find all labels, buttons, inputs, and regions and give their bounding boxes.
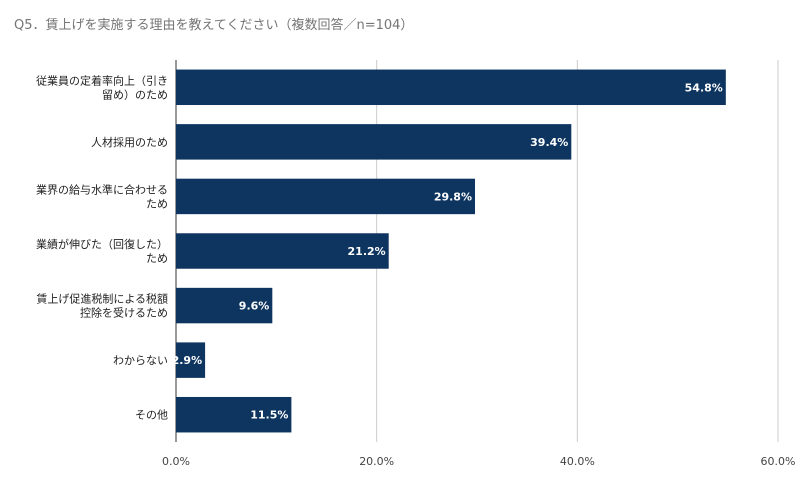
data-label: 29.8% xyxy=(434,190,472,203)
category-label: 業界の給与水準に合わせるため xyxy=(36,182,168,210)
x-tick-label: 20.0% xyxy=(359,455,394,468)
category-label: 賃上げ促進税制による税額控除を受けるため xyxy=(36,292,168,320)
bar xyxy=(176,178,475,215)
category-label: わからない xyxy=(113,354,168,367)
data-label: 2.9% xyxy=(172,354,203,367)
data-label: 21.2% xyxy=(348,245,386,258)
bar xyxy=(176,287,273,324)
x-tick-label: 0.0% xyxy=(162,455,190,468)
bar xyxy=(176,233,389,269)
x-tick-label: 40.0% xyxy=(560,455,595,468)
category-label: 人材採用のため xyxy=(91,135,168,149)
category-label: その他 xyxy=(135,409,168,422)
data-label: 11.5% xyxy=(250,409,288,422)
data-label: 9.6% xyxy=(239,300,270,313)
bar xyxy=(176,342,206,378)
bar xyxy=(176,69,726,106)
category-label: 業績が伸びた（回復した）ため xyxy=(36,237,168,265)
data-label: 39.4% xyxy=(530,136,568,149)
data-label: 54.8% xyxy=(685,81,723,94)
bar xyxy=(176,124,572,160)
bar xyxy=(176,396,292,433)
x-tick-label: 60.0% xyxy=(761,455,796,468)
category-label: 従業員の定着率向上（引き留め）のため xyxy=(36,73,168,101)
chart-title: Q5．賃上げを実施する理由を教えてください（複数回答／n=104） xyxy=(14,18,414,33)
